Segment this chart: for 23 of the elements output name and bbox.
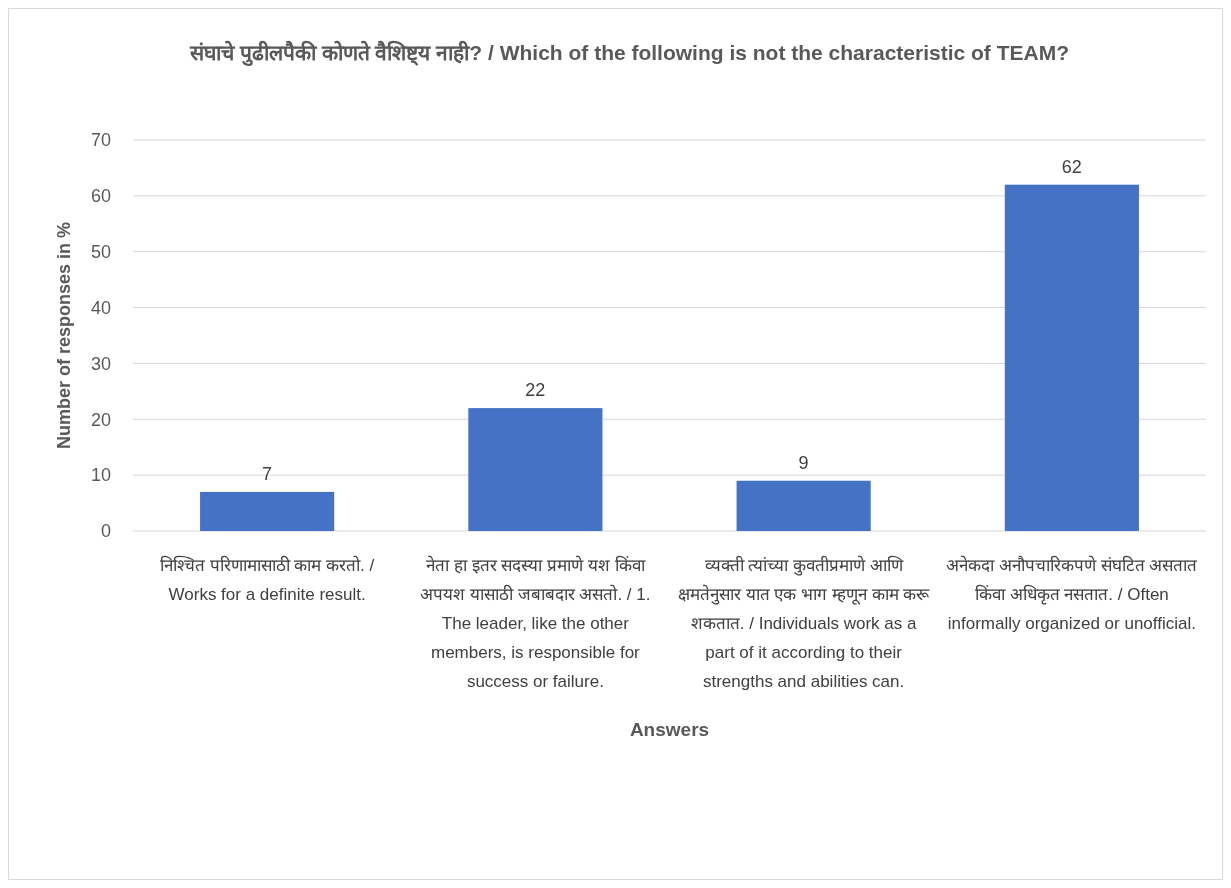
y-tick-label: 50 — [90, 242, 111, 263]
data-label: 7 — [262, 463, 273, 484]
bar — [468, 408, 603, 531]
x-tick-label: व्यक्ती त्यांच्या कुवतीप्रमाणे आणि क्षमतेनुसार यात एक भाग म्हणून काम करू शकतात. / Individuals work as a part of it according to their strengths and abilities can. — [677, 555, 931, 691]
y-tick-label: 10 — [90, 465, 111, 486]
y-tick-label: 40 — [90, 297, 111, 318]
y-tick-label: 30 — [90, 353, 111, 374]
data-label: 62 — [1061, 156, 1082, 177]
y-tick-label: 0 — [100, 521, 111, 542]
y-tick-label: 20 — [90, 409, 111, 430]
x-tick-label: नेता हा इतर सदस्या प्रमाणे यश किंवा अपयश यासाठी जबाबदार असतो. / 1. The leader, like the other members, is responsible for success or failure. — [420, 555, 651, 691]
bar — [1004, 184, 1139, 531]
x-tick-label: अनेकदा अनौपचारिकपणे संघटित असतात किंवा अधिकृत नसतात. / Often informally organized or unofficial. — [946, 555, 1198, 633]
y-tick-label: 70 — [90, 130, 111, 151]
bar — [736, 480, 871, 531]
bar — [200, 491, 335, 531]
y-axis-title: Number of responses in % — [54, 221, 74, 450]
y-tick-label: 60 — [90, 186, 111, 207]
chart-title: संघाचे पुढीलपैकी कोणते वैशिष्ट्य नाही? / Which of the following is not the characteristic of TEAM? — [188, 40, 1070, 67]
data-label: 22 — [525, 380, 546, 401]
x-axis-title: Answers — [629, 719, 710, 740]
data-label: 9 — [798, 452, 809, 473]
x-tick-label: निश्चित परिणामासाठी काम करतो. / Works for a definite result. — [159, 555, 375, 604]
